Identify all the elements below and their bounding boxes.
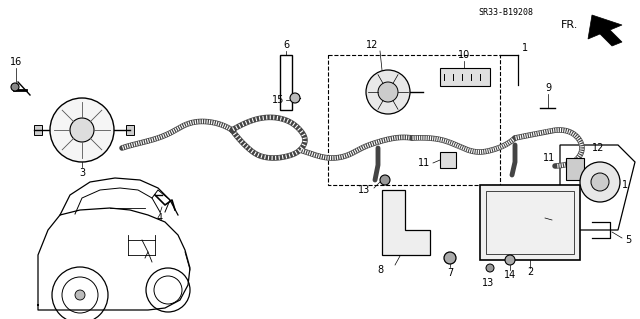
Text: 10: 10 xyxy=(458,50,470,60)
FancyBboxPatch shape xyxy=(34,125,42,135)
Circle shape xyxy=(50,98,114,162)
Text: 13: 13 xyxy=(358,185,370,195)
Text: 13: 13 xyxy=(482,278,494,288)
Text: SR33-B19208: SR33-B19208 xyxy=(478,8,533,17)
Circle shape xyxy=(366,70,410,114)
Text: 14: 14 xyxy=(504,270,516,280)
Circle shape xyxy=(70,118,94,142)
FancyBboxPatch shape xyxy=(440,68,490,86)
Polygon shape xyxy=(588,15,622,46)
Circle shape xyxy=(290,93,300,103)
Text: 11: 11 xyxy=(418,158,430,168)
Text: 5: 5 xyxy=(625,235,631,245)
Text: FR.: FR. xyxy=(561,20,578,30)
Circle shape xyxy=(580,162,620,202)
Text: 1: 1 xyxy=(522,43,528,53)
Text: 1: 1 xyxy=(622,180,628,190)
Text: 6: 6 xyxy=(283,40,289,50)
Circle shape xyxy=(591,173,609,191)
Circle shape xyxy=(75,290,85,300)
Text: 7: 7 xyxy=(447,268,453,278)
Text: 4: 4 xyxy=(157,213,163,223)
FancyBboxPatch shape xyxy=(566,158,584,180)
Circle shape xyxy=(486,264,494,272)
Circle shape xyxy=(378,82,398,102)
Circle shape xyxy=(380,175,390,185)
Text: 16: 16 xyxy=(10,57,22,67)
FancyBboxPatch shape xyxy=(480,185,580,260)
Text: 11: 11 xyxy=(543,153,555,163)
Text: 12: 12 xyxy=(592,143,604,153)
Polygon shape xyxy=(382,190,430,255)
Text: 9: 9 xyxy=(545,83,551,93)
Text: 12: 12 xyxy=(366,40,378,50)
Circle shape xyxy=(444,252,456,264)
Text: 2: 2 xyxy=(527,267,533,277)
FancyBboxPatch shape xyxy=(126,125,134,135)
Text: 8: 8 xyxy=(377,265,383,275)
Text: 3: 3 xyxy=(79,168,85,178)
Circle shape xyxy=(11,83,19,91)
FancyBboxPatch shape xyxy=(440,152,456,168)
Circle shape xyxy=(505,255,515,265)
Text: 14: 14 xyxy=(555,213,567,223)
Text: 15: 15 xyxy=(272,95,284,105)
